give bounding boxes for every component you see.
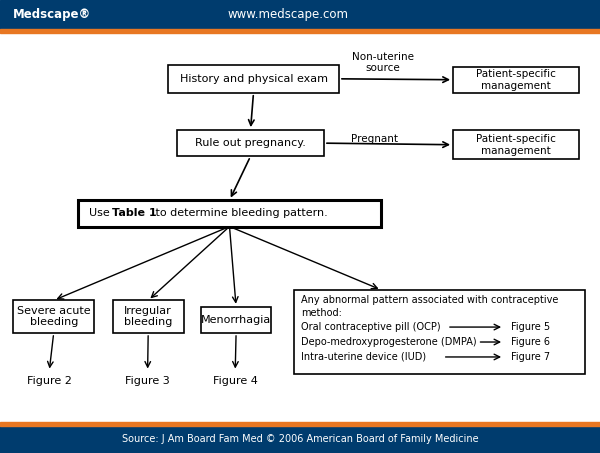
Text: Pregnant: Pregnant [352, 134, 398, 144]
Text: Oral contraceptive pill (OCP): Oral contraceptive pill (OCP) [301, 322, 441, 332]
Text: Depo-medroxyprogesterone (DMPA): Depo-medroxyprogesterone (DMPA) [301, 337, 477, 347]
Bar [13, 300, 94, 333]
Text: method:: method: [301, 308, 342, 318]
Text: Figure 6: Figure 6 [511, 337, 550, 347]
Text: Figure 3: Figure 3 [125, 376, 170, 386]
Text: Severe acute
bleeding: Severe acute bleeding [17, 306, 91, 328]
Bar [78, 200, 381, 226]
Bar [168, 65, 339, 93]
Bar [201, 307, 271, 333]
Bar [177, 130, 324, 156]
Text: Any abnormal pattern associated with contraceptive: Any abnormal pattern associated with con… [301, 295, 559, 305]
Bar [294, 290, 585, 374]
Text: to determine bleeding pattern.: to determine bleeding pattern. [152, 208, 328, 218]
Bar [0, 29, 600, 33]
Text: Patient-specific
management: Patient-specific management [476, 69, 556, 91]
Text: Table 1: Table 1 [112, 208, 156, 218]
Text: Figure 7: Figure 7 [511, 352, 550, 362]
Bar [0, 426, 600, 453]
Text: Source: J Am Board Fam Med © 2006 American Board of Family Medicine: Source: J Am Board Fam Med © 2006 Americ… [122, 434, 478, 444]
Text: History and physical exam: History and physical exam [179, 74, 328, 84]
Bar [0, 422, 600, 426]
Text: Figure 5: Figure 5 [511, 322, 550, 332]
Text: Intra-uterine device (IUD): Intra-uterine device (IUD) [301, 352, 427, 362]
Bar [453, 67, 579, 93]
Bar [113, 300, 184, 333]
Bar [0, 0, 600, 29]
Text: Menorrhagia: Menorrhagia [201, 315, 271, 325]
Text: Medscape®: Medscape® [13, 8, 91, 21]
Text: www.medscape.com: www.medscape.com [228, 8, 349, 21]
Text: Figure 2: Figure 2 [27, 376, 71, 386]
Text: Irregular
bleeding: Irregular bleeding [124, 306, 172, 328]
Text: Non-uterine
source: Non-uterine source [352, 52, 414, 73]
Text: Patient-specific
management: Patient-specific management [476, 134, 556, 155]
Text: Figure 4: Figure 4 [213, 376, 257, 386]
Text: Use: Use [89, 208, 113, 218]
Bar [453, 130, 579, 159]
Text: Rule out pregnancy.: Rule out pregnancy. [195, 138, 306, 148]
